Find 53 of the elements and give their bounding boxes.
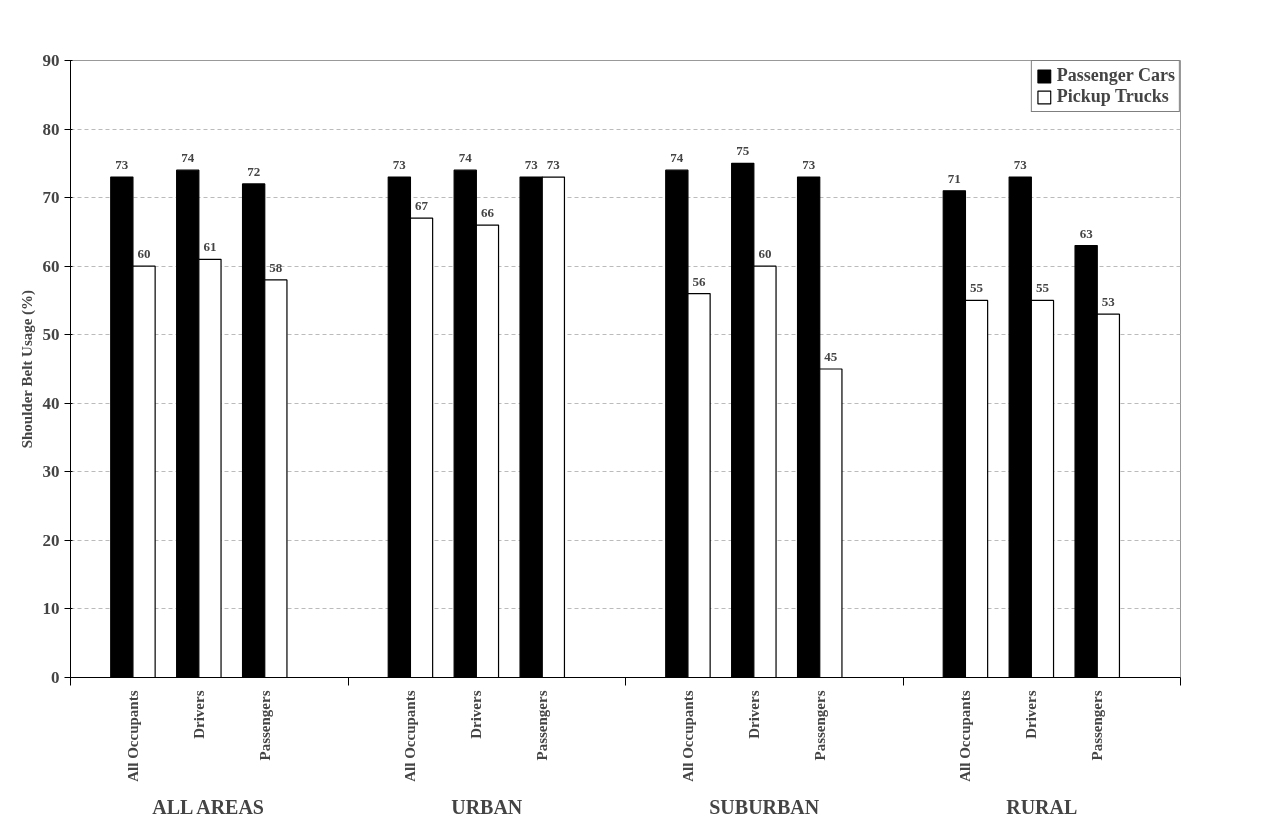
y-tick-label: 80 [42, 119, 60, 139]
data-label: 45 [824, 349, 838, 364]
y-tick-label: 70 [42, 188, 60, 208]
data-label: 63 [1079, 225, 1094, 241]
x-tick-label: Drivers [190, 690, 207, 739]
x-tick-label: Passengers [256, 690, 273, 761]
data-label: 73 [524, 157, 539, 173]
y-tick-label: 90 [42, 51, 60, 70]
data-label: 55 [1035, 280, 1050, 296]
x-tick-label: Passengers [534, 690, 551, 761]
y-tick-label: 0 [51, 668, 60, 687]
data-label: 73 [802, 157, 816, 173]
data-label: 71 [947, 170, 961, 186]
x-tick-label: All Occupants [679, 690, 696, 782]
data-label: 58 [269, 259, 283, 275]
data-label: 73 [546, 157, 561, 173]
data-label: 66 [480, 205, 495, 221]
y-tick-label: 60 [42, 256, 60, 276]
data-label: 53 [1101, 294, 1116, 310]
y-tick-label: 40 [42, 393, 60, 413]
text: RURAL [1006, 795, 1078, 818]
x-tick-label: All Occupants [124, 690, 141, 782]
y-tick-label: 30 [42, 462, 60, 482]
text: URBAN [451, 795, 523, 818]
x-tick-label: All Occupants [957, 690, 974, 782]
y-tick-label: 50 [42, 325, 60, 345]
x-tick-label: All Occupants [402, 690, 419, 782]
data-label: 60 [137, 246, 151, 262]
y-tick-label: 20 [42, 530, 60, 550]
text: SUBURBAN [709, 795, 820, 818]
x-tick-label: Passengers [1089, 690, 1106, 761]
data-label: 72 [247, 163, 261, 179]
x-tick-label: Passengers [811, 690, 828, 761]
x-tick-label: Drivers [745, 690, 762, 739]
data-label: 74 [670, 150, 684, 166]
data-label: 56 [692, 273, 707, 289]
data-label: 74 [181, 150, 195, 166]
legend-label: Passenger Cars [1056, 65, 1175, 86]
x-tick-label: Drivers [1023, 690, 1040, 739]
data-label: 73 [392, 157, 407, 173]
data-label: 73 [115, 157, 129, 173]
x-tick-label: Drivers [468, 690, 485, 739]
y-axis-title: Shoulder Belt Usage (%) [18, 289, 36, 449]
data-label: 74 [458, 150, 473, 166]
text: ALL AREAS [152, 795, 265, 818]
data-label: 60 [758, 246, 772, 262]
data-label: 75 [736, 143, 750, 159]
legend-label: Pickup Trucks [1056, 86, 1169, 107]
data-label: 73 [1013, 157, 1028, 173]
data-label: 67 [415, 198, 429, 214]
data-label: 61 [203, 239, 217, 255]
y-tick-label: 10 [42, 599, 60, 619]
data-label: 55 [970, 280, 984, 296]
